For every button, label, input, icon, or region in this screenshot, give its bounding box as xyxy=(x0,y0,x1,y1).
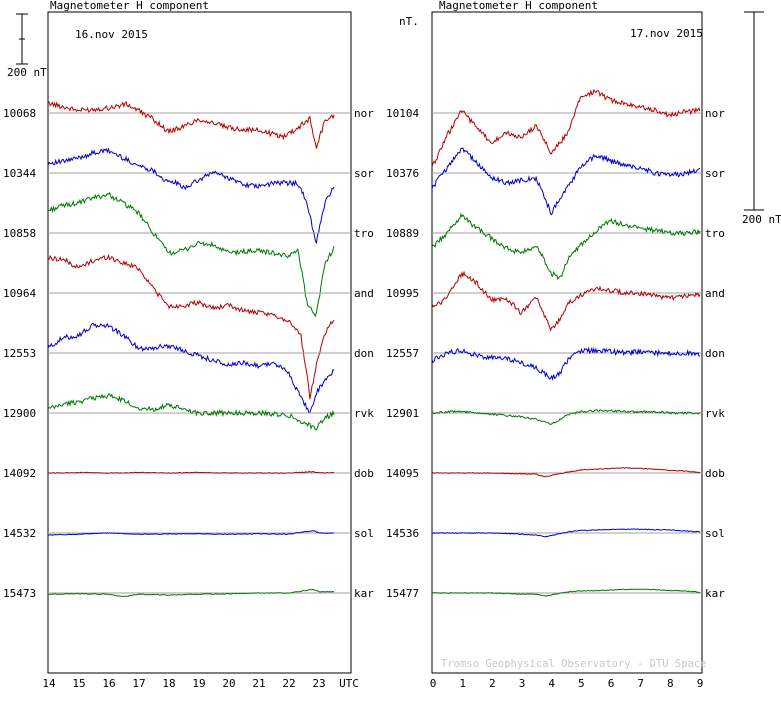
left-x-tick-label: 20 xyxy=(222,677,235,690)
left-station-code-sor: sor xyxy=(354,167,374,180)
left-trace-and xyxy=(47,253,335,400)
right-station-code-kar: kar xyxy=(705,587,725,600)
right-x-tick-label: 2 xyxy=(489,677,496,690)
right-date-label: 17.nov 2015 xyxy=(630,27,703,40)
right-station-code-and: and xyxy=(705,287,725,300)
left-station-code-nor: nor xyxy=(354,107,374,120)
left-trace-don xyxy=(47,322,335,414)
left-baseline-value-tro: 10858 xyxy=(3,227,36,240)
left-trace-tro xyxy=(47,191,335,318)
right-x-tick-label: 0 xyxy=(430,677,437,690)
right-baseline-value-sor: 10376 xyxy=(386,167,419,180)
left-trace-kar xyxy=(48,588,335,598)
left-station-code-and: and xyxy=(354,287,374,300)
left-station-code-dob: dob xyxy=(354,467,374,480)
left-baseline-value-rvk: 12900 xyxy=(3,407,36,420)
right-scale-bar xyxy=(744,11,764,211)
left-panel-frame xyxy=(47,11,352,674)
left-plot-area: 14 15 16 17 18 19 20 21 22 23 UTC 10068 nor 10344 sor 1… xyxy=(3,100,374,690)
left-baseline-value-sor: 10344 xyxy=(3,167,36,180)
right-station-code-don: don xyxy=(705,347,725,360)
left-station-code-sol: sol xyxy=(354,527,374,540)
left-trace-rvk xyxy=(47,393,335,431)
left-x-tick-label: 14 xyxy=(42,677,56,690)
right-baseline-value-dob: 14095 xyxy=(386,467,419,480)
right-trace-sol xyxy=(431,528,701,538)
right-station-code-nor: nor xyxy=(705,107,725,120)
right-chart-title: Magnetometer H component xyxy=(439,0,598,12)
right-station-code-sol: sol xyxy=(705,527,725,540)
left-baseline-value-nor: 10068 xyxy=(3,107,36,120)
right-trace-nor xyxy=(431,88,701,168)
left-date-label: 16.nov 2015 xyxy=(75,28,148,41)
right-x-tick-label: 1 xyxy=(459,677,466,690)
left-x-tick-label: 16 xyxy=(102,677,115,690)
left-trace-sol xyxy=(47,530,335,536)
right-trace-don xyxy=(431,346,701,382)
right-trace-rvk xyxy=(431,409,701,426)
right-station-code-sor: sor xyxy=(705,167,725,180)
left-baseline-value-sol: 14532 xyxy=(3,527,36,540)
left-trace-dob xyxy=(47,470,335,474)
right-x-tick-label: 8 xyxy=(667,677,674,690)
left-x-tick-label: 15 xyxy=(72,677,85,690)
right-baseline-value-and: 10995 xyxy=(386,287,419,300)
left-x-tick-label: 19 xyxy=(192,677,205,690)
right-trace-dob xyxy=(431,467,701,478)
right-x-tick-label: 7 xyxy=(637,677,644,690)
right-units-label: nT. xyxy=(399,15,419,28)
right-x-tick-label: 6 xyxy=(608,677,615,690)
left-baseline-value-don: 12553 xyxy=(3,347,36,360)
left-baseline-value-dob: 14092 xyxy=(3,467,36,480)
right-x-tick-label: 3 xyxy=(519,677,526,690)
right-baseline-value-kar: 15477 xyxy=(386,587,419,600)
right-panel-frame xyxy=(431,11,703,674)
left-trace-nor xyxy=(47,100,335,149)
right-x-tick-label: 9 xyxy=(697,677,704,690)
right-station-code-rvk: rvk xyxy=(705,407,725,420)
right-station-code-dob: dob xyxy=(705,467,725,480)
right-station-code-tro: tro xyxy=(705,227,725,240)
left-station-code-rvk: rvk xyxy=(354,407,374,420)
left-x-tick-label: 21 xyxy=(252,677,265,690)
right-trace-and xyxy=(431,270,701,332)
right-baseline-value-rvk: 12901 xyxy=(386,407,419,420)
right-x-tick-label: 5 xyxy=(578,677,585,690)
left-baseline-value-and: 10964 xyxy=(3,287,36,300)
right-scale-bar-label: 200 nT xyxy=(742,213,781,226)
right-baseline-value-tro: 10889 xyxy=(386,227,419,240)
left-trace-sor xyxy=(47,147,335,245)
left-station-code-tro: tro xyxy=(354,227,374,240)
left-x-tick-label: 17 xyxy=(132,677,145,690)
right-baseline-value-don: 12557 xyxy=(386,347,419,360)
right-trace-kar xyxy=(431,588,701,597)
left-station-code-don: don xyxy=(354,347,374,360)
right-trace-sor xyxy=(431,147,701,216)
left-scale-bar xyxy=(16,13,28,65)
watermark: Tromso Geophysical Observatory - DTU Spa… xyxy=(441,658,707,670)
right-plot-area: 0 1 2 3 4 5 6 7 8 9 10104 nor 10376 sor 10889 tro 10995 a… xyxy=(386,88,725,690)
left-x-tick-label: 18 xyxy=(162,677,175,690)
right-baseline-value-sol: 14536 xyxy=(386,527,419,540)
right-x-tick-label: 4 xyxy=(548,677,555,690)
left-baseline-value-kar: 15473 xyxy=(3,587,36,600)
left-chart-title: Magnetometer H component xyxy=(50,0,209,12)
right-baseline-value-nor: 10104 xyxy=(386,107,419,120)
left-x-tick-label: 22 xyxy=(282,677,295,690)
right-trace-tro xyxy=(431,212,701,280)
left-x-tick-label: 23 xyxy=(312,677,325,690)
left-scale-bar-label: 200 nT xyxy=(7,66,47,79)
left-station-code-kar: kar xyxy=(354,587,374,600)
left-x-tick-label: UTC xyxy=(339,677,359,690)
